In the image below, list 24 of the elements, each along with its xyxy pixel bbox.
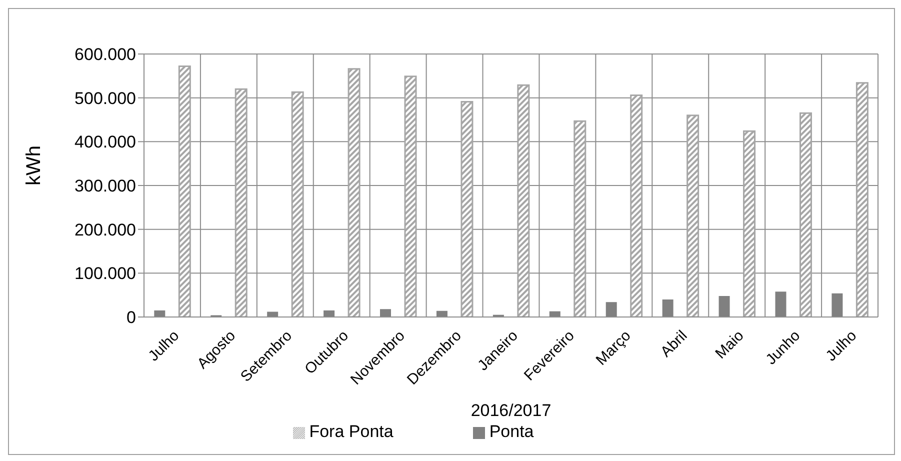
y-tick-label: 600.000 <box>74 45 136 64</box>
bar <box>460 101 474 317</box>
y-axis-title: kWh <box>23 146 46 186</box>
bar <box>178 66 191 317</box>
bar <box>856 82 868 317</box>
y-tick-label: 100.000 <box>74 264 136 284</box>
legend-label: Fora Ponta <box>309 422 394 441</box>
bar <box>630 94 643 317</box>
bar <box>234 88 248 317</box>
y-tick-label: 300.000 <box>74 176 136 196</box>
y-tick-label: 0 <box>126 308 136 328</box>
bar <box>348 68 360 317</box>
bar <box>799 112 812 317</box>
bar <box>574 120 586 317</box>
bar <box>743 130 756 317</box>
x-axis-title: 2016/2017 <box>470 401 552 420</box>
bar <box>517 84 530 317</box>
bar <box>291 91 304 317</box>
legend-label: Ponta <box>489 422 534 441</box>
y-tick-label: 500.000 <box>74 88 136 108</box>
bar <box>686 114 700 317</box>
bar <box>404 76 417 317</box>
y-tick-label: 400.000 <box>74 132 136 152</box>
y-tick-label: 200.000 <box>74 220 136 240</box>
